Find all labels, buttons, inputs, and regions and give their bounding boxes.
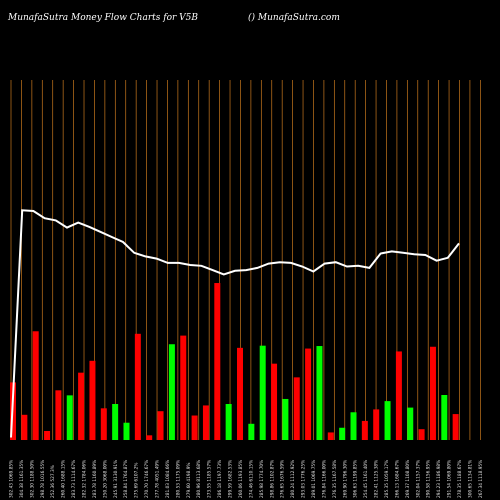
bar <box>418 429 425 440</box>
x-tick-label: 266.13 1684.67% <box>394 460 400 498</box>
bar <box>66 395 73 440</box>
bar <box>225 404 232 440</box>
x-tick-label: 283.73 1114.67% <box>71 460 77 498</box>
x-tick-label: 285.98 1774.70% <box>259 460 265 498</box>
x-tick-label: 258.84 1764.87% <box>123 460 129 498</box>
bar <box>237 347 243 440</box>
x-tick-label: 269.90 1796.30% <box>342 460 348 498</box>
bar <box>259 345 266 440</box>
bar <box>214 283 221 440</box>
bar <box>395 351 402 440</box>
bar <box>112 404 119 440</box>
x-tick-label: 279.60 4198.9% <box>186 462 192 498</box>
bar <box>32 331 39 440</box>
bar <box>361 420 368 440</box>
bar <box>441 395 448 440</box>
x-tick-label: 294.23 1186.98% <box>436 460 442 498</box>
bar <box>305 348 312 440</box>
x-tick-label: 293.03 1776.25% <box>301 460 307 498</box>
x-tick-label: 260.06 1193.85% <box>238 460 244 498</box>
x-axis-labels: 302.43 1069.85% 304.38 1161.35% 302.30 118… <box>9 460 484 498</box>
x-tick-label: 275.69 6107.2% <box>134 462 140 498</box>
x-tick-label: 282.32 1784.06% <box>82 460 88 498</box>
x-tick-label: 276.35 1167.58% <box>332 460 338 498</box>
bar <box>180 335 187 440</box>
x-tick-label: 276.84 1166.00% <box>321 460 327 498</box>
bar <box>55 390 62 440</box>
x-tick-label: 302.04 1157.37% <box>415 460 421 498</box>
x-tick-label: 245.91 3130.91% <box>113 460 119 498</box>
x-tick-label: 254.45 1161.40% <box>363 460 369 498</box>
x-tick-label: 276.65 1676.59% <box>280 460 286 498</box>
bar <box>21 414 28 440</box>
x-tick-label: 280.96 8113.68% <box>196 460 202 498</box>
bar <box>373 409 380 440</box>
x-tick-label: 273.55 1185.57% <box>207 460 213 498</box>
chart-title: MunafaSutra Money Flow Charts for V5B <box>8 13 198 23</box>
bar <box>89 360 96 440</box>
bar <box>123 422 130 440</box>
x-tick-label: 260.40 1688.15% <box>61 460 67 498</box>
bar <box>202 405 209 440</box>
bar <box>191 415 198 440</box>
x-tick-label: 274.46 6110.15% <box>248 460 254 498</box>
x-tick-label: 267.34 1118.95% <box>478 460 484 498</box>
bar <box>44 431 51 440</box>
bar <box>316 346 323 440</box>
x-tick-label: 285.35 1059.17% <box>384 460 390 498</box>
x-tick-label: 269.37 1108.80% <box>405 460 411 498</box>
bar <box>248 423 255 440</box>
x-tick-label: 298.86 1102.87% <box>269 460 275 498</box>
bar <box>327 432 334 440</box>
x-tick-label: 280.24 1112.92% <box>290 460 296 498</box>
x-tick-label: 290.58 1156.95% <box>426 460 432 498</box>
money-flow-line <box>10 209 460 438</box>
bar <box>282 398 289 440</box>
bar <box>168 344 175 440</box>
x-tick-label: 298.78 1016.55% <box>40 460 46 498</box>
x-tick-label: 306.63 1199.85% <box>353 460 359 498</box>
x-tick-label: 286.18 1197.73% <box>217 460 223 498</box>
x-tick-label: 302.30 1188.50% <box>29 460 35 498</box>
x-tick-label: 278.35 1188.67% <box>457 460 463 498</box>
bar <box>146 435 153 440</box>
bar <box>134 333 141 440</box>
bar-series <box>10 283 459 440</box>
x-tick-label: 299.59 1682.53% <box>228 460 234 498</box>
x-tick-label: 282.41 1125.38% <box>374 460 380 498</box>
x-tick-label: 289.01 1069.75% <box>311 460 317 498</box>
bar <box>157 411 164 440</box>
x-tick-label: 250.20 3068.00% <box>102 460 108 498</box>
x-tick-label: 280.53 1175.09% <box>175 460 181 498</box>
x-tick-label: 281.03 1084.66% <box>165 460 171 498</box>
bar <box>100 408 107 440</box>
bar <box>429 346 436 440</box>
x-tick-label: 302.43 1069.85% <box>9 460 15 498</box>
x-tick-label: 304.38 1161.35% <box>19 460 25 498</box>
x-tick-label: 277.78 4051.49% <box>155 460 161 498</box>
bar <box>384 401 391 440</box>
bar <box>78 372 85 440</box>
x-tick-label: 252.36 527.3% <box>50 465 56 498</box>
bar <box>350 412 357 440</box>
site-label: () MunafaSutra.com <box>248 13 340 23</box>
bar <box>407 407 414 440</box>
bar <box>271 363 278 440</box>
bar <box>452 414 459 440</box>
x-tick-label: 283.78 1160.89% <box>92 460 98 498</box>
bar <box>293 377 300 440</box>
x-tick-label: 300.65 1134.81% <box>467 460 473 498</box>
x-tick-label: 291.54 1069.80% <box>447 460 453 498</box>
bar <box>339 427 346 440</box>
x-tick-label: 270.70 1746.67% <box>144 460 150 498</box>
